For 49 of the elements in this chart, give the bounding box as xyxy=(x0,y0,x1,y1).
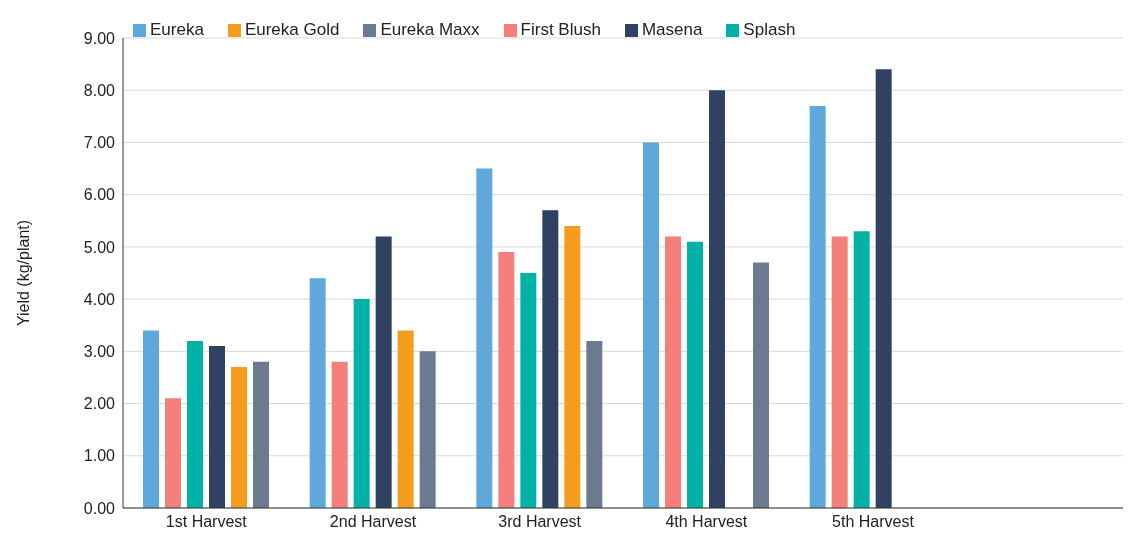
bar xyxy=(875,69,892,508)
bar xyxy=(520,273,537,508)
bar xyxy=(331,361,348,508)
bar xyxy=(831,236,848,508)
y-tick-label: 4.00 xyxy=(83,290,116,308)
bar xyxy=(586,340,603,508)
legend-label: Masena xyxy=(641,20,703,39)
bar xyxy=(542,210,559,508)
y-tick-label: 3.00 xyxy=(83,343,116,361)
bar xyxy=(809,105,826,508)
bar xyxy=(643,142,659,508)
y-tick-label: 5.00 xyxy=(83,238,116,256)
bar xyxy=(709,90,725,508)
bar xyxy=(375,236,392,508)
legend-label: Eureka Gold xyxy=(244,20,340,39)
legend-label: Splash xyxy=(743,20,796,39)
legend-label: First Blush xyxy=(520,20,601,39)
bar xyxy=(231,367,247,508)
y-tick-label: 8.00 xyxy=(83,81,116,99)
bar xyxy=(687,241,703,508)
bar xyxy=(187,340,203,508)
x-tick-label: 2nd Harvest xyxy=(329,513,417,531)
bar xyxy=(143,330,159,508)
y-tick-label: 0.00 xyxy=(83,499,116,517)
bar xyxy=(397,330,414,508)
x-tick-label: 3rd Harvest xyxy=(498,513,582,531)
y-tick-label: 1.00 xyxy=(83,447,116,465)
bar xyxy=(309,278,326,508)
bar xyxy=(498,252,515,508)
bar xyxy=(853,231,870,508)
y-tick-label: 9.00 xyxy=(83,29,116,47)
x-tick-label: 5th Harvest xyxy=(832,513,915,531)
bar xyxy=(165,398,181,508)
y-tick-label: 7.00 xyxy=(83,134,116,152)
x-tick-label: 1st Harvest xyxy=(165,513,248,531)
bar xyxy=(253,361,269,508)
bar xyxy=(476,168,493,508)
y-tick-label: 6.00 xyxy=(83,186,116,204)
bar xyxy=(209,346,225,508)
legend-label: Eureka Maxx xyxy=(380,20,480,39)
x-tick-label: 4th Harvest xyxy=(665,513,748,531)
y-axis-title: Yield (kg/plant) xyxy=(14,219,32,327)
bar xyxy=(665,236,681,508)
bar xyxy=(753,262,769,508)
y-tick-label: 2.00 xyxy=(83,395,116,413)
bar xyxy=(353,299,370,508)
bar xyxy=(564,226,581,508)
legend-label: Eureka xyxy=(150,20,204,39)
bar xyxy=(419,351,436,508)
